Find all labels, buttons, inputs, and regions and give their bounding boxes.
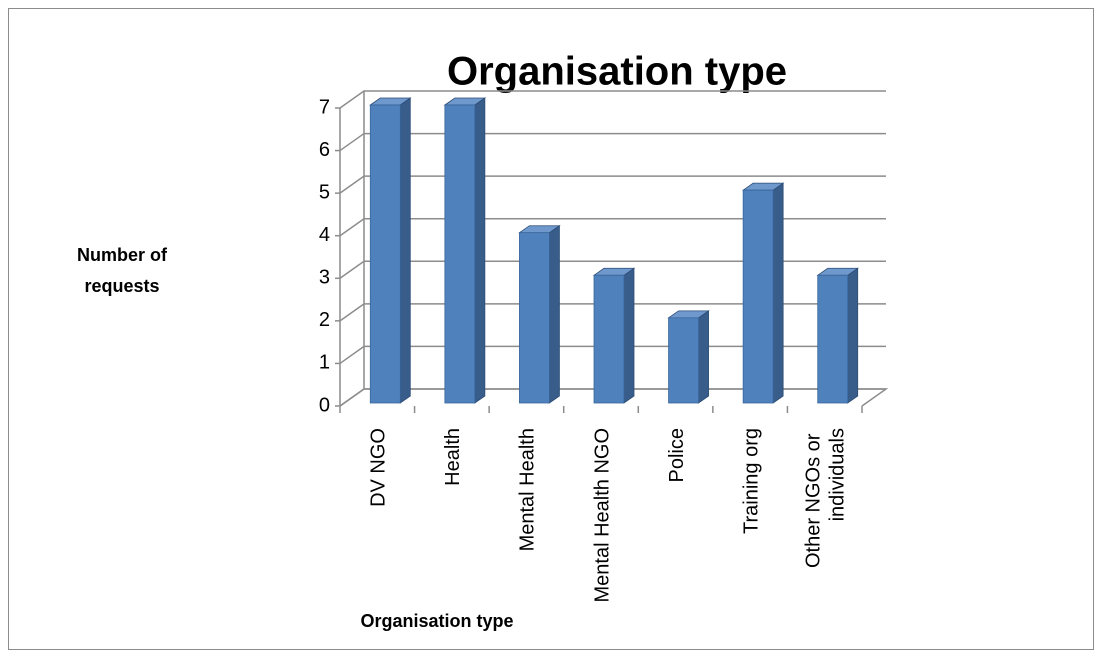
x-tick-label: DV NGO — [368, 428, 390, 507]
bar-side — [772, 182, 784, 404]
x-axis-title: Organisation type — [360, 611, 513, 631]
bar-front — [817, 274, 849, 404]
grid-line — [339, 345, 886, 365]
y-tick-label: 2 — [319, 309, 330, 331]
bar — [741, 182, 785, 404]
bar-side — [549, 224, 560, 404]
x-tick-label: Other NGOs or individuals — [803, 428, 849, 568]
grid-line — [339, 90, 886, 109]
x-tick-label: Police — [666, 428, 688, 482]
chart-title: Organisation type — [447, 50, 787, 94]
bar-front — [369, 104, 401, 404]
x-tick-label: Training org — [740, 428, 762, 534]
x-tick-label: Mental Health — [517, 428, 539, 551]
x-tick-label: Mental Health NGO — [591, 428, 613, 603]
bar-front — [444, 104, 476, 404]
bar — [369, 97, 412, 404]
bar-front — [742, 189, 774, 404]
x-tick-label: Health — [442, 428, 464, 486]
bar — [592, 267, 636, 404]
bar — [816, 267, 859, 404]
bar — [518, 224, 561, 404]
grid-line — [339, 132, 886, 152]
y-tick-label: 4 — [319, 224, 330, 246]
bar — [443, 97, 487, 404]
bar-side — [698, 310, 709, 404]
grid-line — [339, 175, 886, 194]
bar-front — [519, 232, 550, 404]
grid-line — [339, 217, 886, 237]
chart-frame — [8, 8, 1094, 650]
y-tick-label: 3 — [319, 267, 330, 289]
bar — [667, 310, 710, 404]
bar-side — [847, 267, 859, 404]
y-tick-label: 5 — [319, 181, 330, 203]
y-tick-label: 0 — [319, 394, 330, 416]
grid-line — [339, 388, 886, 407]
bar-side — [399, 97, 411, 404]
bar-side — [623, 267, 635, 404]
y-tick-label: 1 — [319, 352, 330, 374]
bar-front — [593, 274, 625, 404]
bar-side — [474, 97, 486, 404]
y-axis-title: Number of requests — [77, 245, 167, 296]
y-tick-label: 7 — [319, 96, 330, 118]
grid-line — [339, 260, 886, 279]
bar-front — [668, 317, 699, 404]
y-tick-label: 6 — [319, 139, 330, 161]
grid-line — [339, 303, 886, 322]
